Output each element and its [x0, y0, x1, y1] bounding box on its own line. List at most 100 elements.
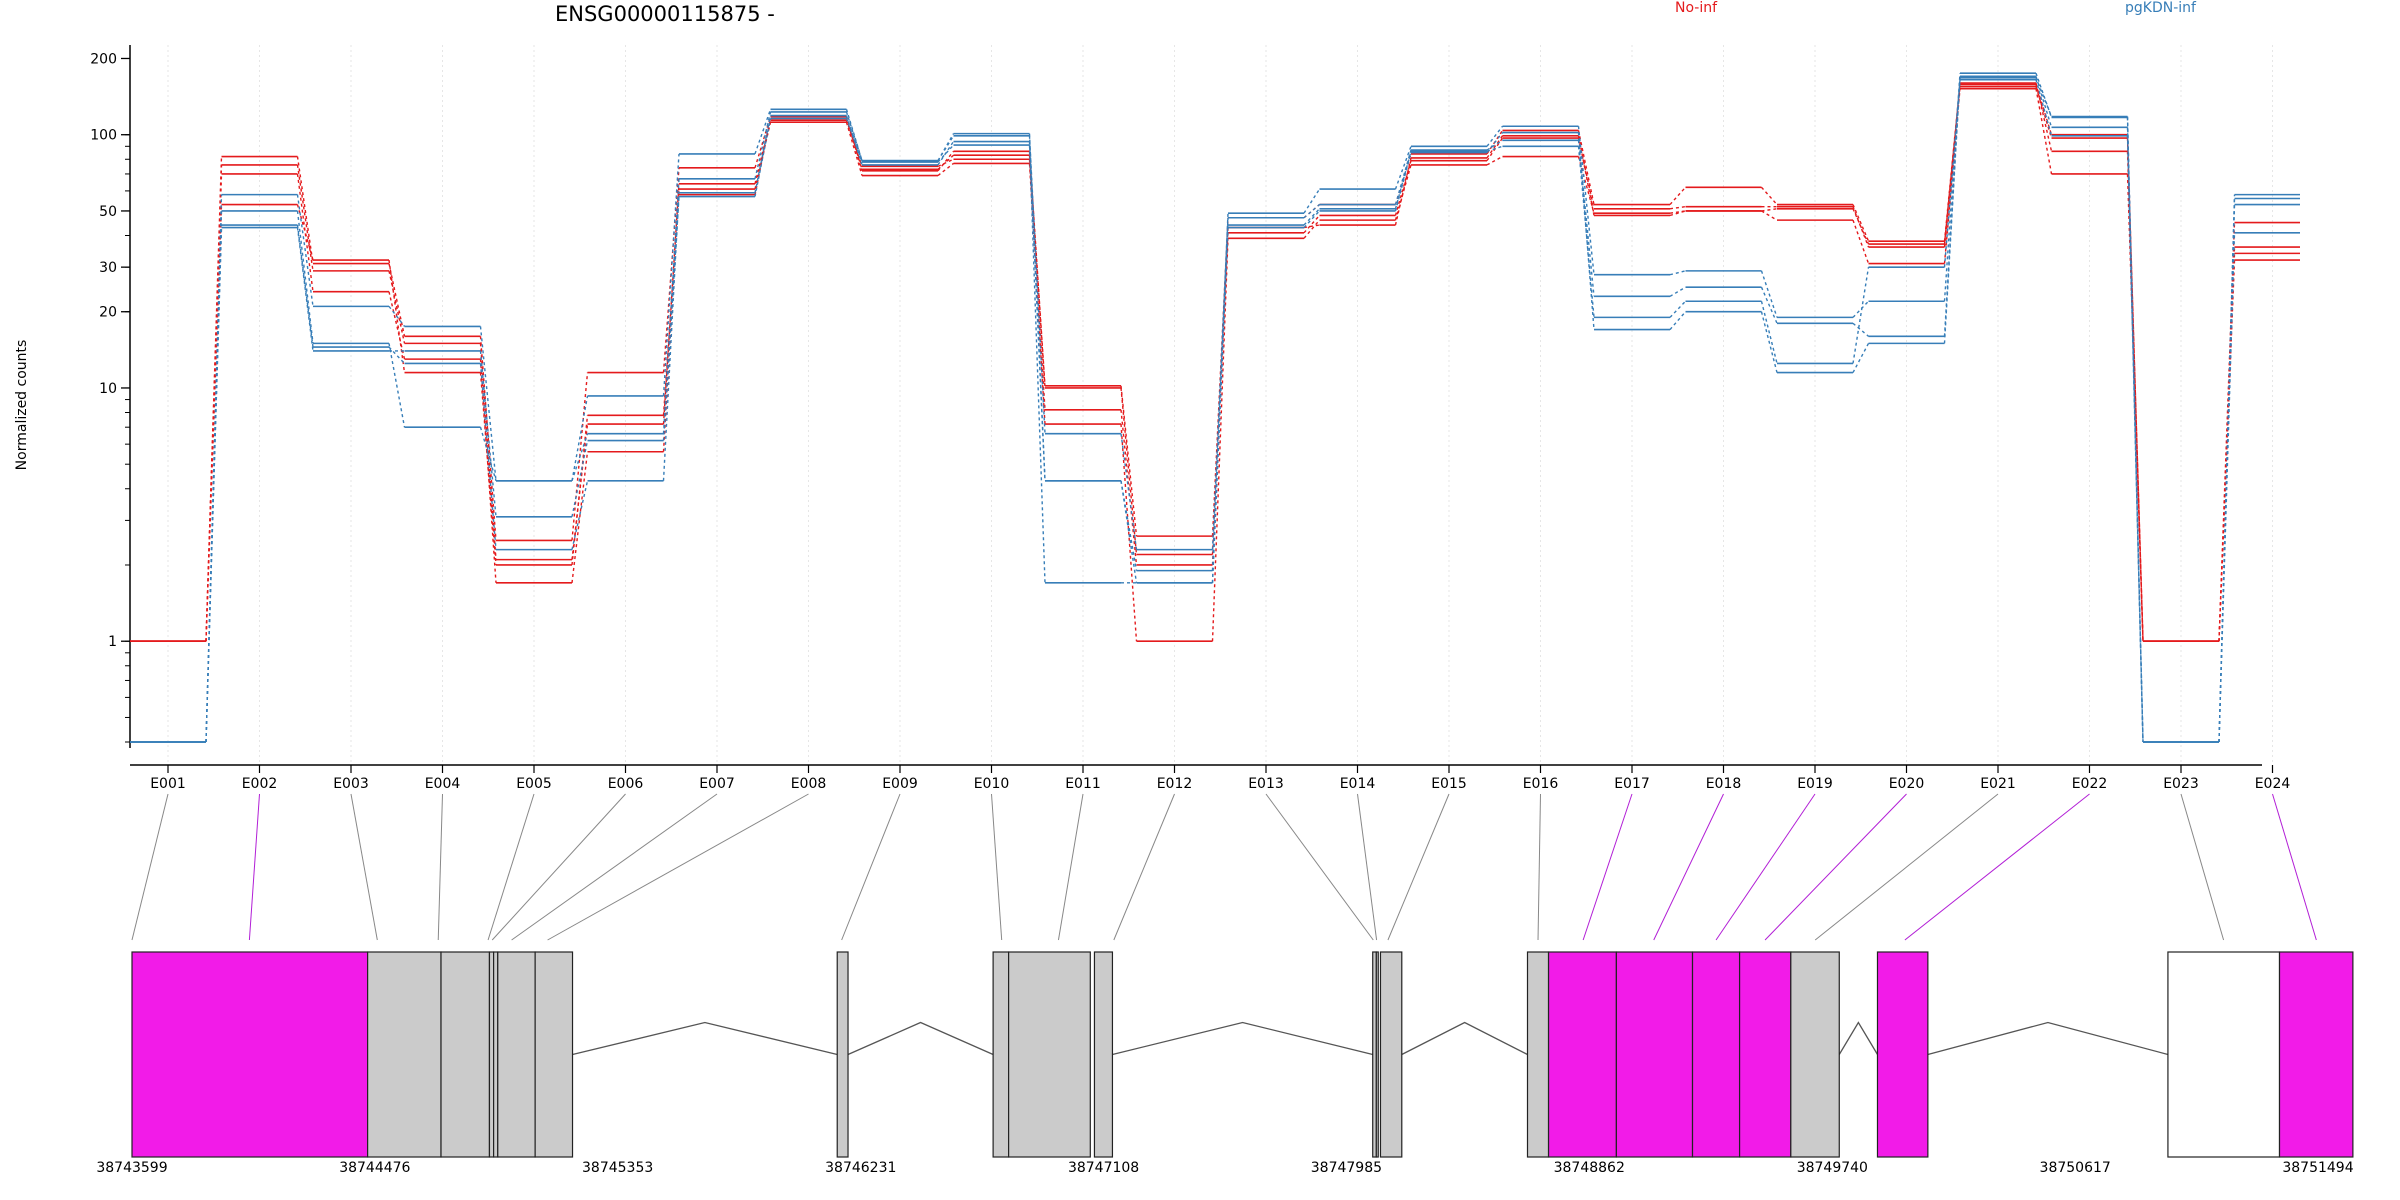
series-connector: [2035, 72, 2053, 118]
series-connector: [1760, 286, 1778, 324]
x-tick-label: E021: [1980, 776, 2016, 792]
exon-connector-line: [131, 793, 169, 941]
series-connector: [1303, 210, 1321, 229]
series-connector: [296, 156, 314, 264]
x-tick-label: E004: [425, 776, 461, 792]
y-tick-label: 10: [99, 381, 117, 397]
series-connector: [1577, 126, 1595, 275]
series-connector: [1394, 146, 1412, 190]
series-connector: [2218, 247, 2236, 642]
intron-line: [572, 1021, 838, 1056]
series-connector: [205, 204, 223, 642]
x-tick-label: E022: [2072, 776, 2108, 792]
series-connector: [1211, 217, 1229, 550]
x-tick-label: E007: [699, 776, 735, 792]
series-connector: [1852, 219, 1870, 264]
x-tick-label: E018: [1706, 776, 1742, 792]
x-tick-label: E024: [2255, 776, 2291, 792]
series-connector: [1669, 311, 1687, 331]
exon-box: [1375, 951, 1379, 1158]
series-connector: [388, 343, 406, 428]
series-connector: [479, 350, 497, 517]
genomic-coordinate-label: 38749740: [1797, 1160, 1868, 1176]
series-connector: [1760, 270, 1778, 318]
series-connector: [1394, 151, 1412, 209]
exon-box: [1691, 951, 1741, 1158]
series-connector: [479, 372, 497, 566]
series-connector: [1394, 149, 1412, 205]
series-connector: [571, 451, 589, 583]
series-connector: [1669, 205, 1686, 210]
series-connector: [937, 144, 955, 163]
series-connector: [662, 178, 680, 434]
series-connector: [662, 153, 680, 396]
series-connector: [2218, 260, 2236, 642]
series-connector: [2035, 88, 2053, 175]
series-connector: [1120, 433, 1138, 550]
exon-connector-line: [1537, 793, 1541, 941]
genomic-coordinate-label: 38747108: [1068, 1160, 1139, 1176]
series-connector: [2126, 116, 2144, 743]
series-connector: [1852, 322, 1869, 337]
genomic-coordinate-label: 38751494: [2282, 1160, 2353, 1176]
exon-box: [131, 951, 369, 1158]
exon-box: [1790, 951, 1840, 1158]
genomic-coordinate-label: 38744476: [339, 1160, 410, 1176]
series-connector: [1486, 145, 1503, 152]
series-connector: [1669, 300, 1687, 318]
exon-box: [440, 951, 491, 1158]
y-tick-label: 30: [99, 260, 117, 276]
x-tick-label: E015: [1431, 776, 1467, 792]
x-tick-label: E008: [791, 776, 827, 792]
series-connector: [1669, 210, 1686, 217]
legend-label-no-inf: No-inf: [1675, 0, 1718, 16]
series-pgkdn-inf-7: [130, 76, 2300, 743]
exon-box: [836, 951, 849, 1158]
series-connector: [1028, 135, 1046, 434]
x-tick-label: E010: [974, 776, 1010, 792]
series-connector: [1120, 480, 1138, 583]
exon-box: [1379, 951, 1403, 1158]
chart-title: ENSG00000115875 -: [555, 2, 775, 26]
intron-line: [1838, 1021, 1879, 1055]
series-connector: [845, 111, 863, 161]
x-tick-label: E006: [608, 776, 644, 792]
x-tick-label: E013: [1248, 776, 1284, 792]
series-connector: [754, 115, 772, 193]
series-connector: [1577, 132, 1595, 330]
exon-connector-line: [1814, 793, 1999, 941]
series-connector: [1120, 385, 1138, 537]
series-connector: [1760, 301, 1778, 364]
series-connector: [1943, 79, 1961, 268]
series-pgkdn-inf-6: [130, 78, 2300, 743]
intron-line: [1112, 1021, 1373, 1056]
series-connector: [1120, 387, 1138, 555]
series-connector: [2218, 194, 2236, 743]
series-connector: [1486, 155, 1503, 166]
series-connector: [571, 395, 589, 481]
series-connector: [388, 263, 406, 337]
series-connector: [296, 194, 314, 307]
exon-connector-line: [1265, 793, 1374, 941]
exon-connector-line: [1715, 793, 1816, 941]
exon-connector-line: [547, 793, 809, 941]
exon-box: [1876, 951, 1929, 1158]
exon-connector-line: [350, 793, 378, 941]
exon-box: [534, 951, 574, 1158]
x-tick-label: E016: [1523, 776, 1559, 792]
exon-connector-line: [2180, 793, 2225, 941]
x-tick-label: E020: [1889, 776, 1925, 792]
series-connector: [937, 150, 955, 172]
exon-box: [1526, 951, 1550, 1158]
genomic-coordinate-label: 38746231: [825, 1160, 896, 1176]
exon-box: [1738, 951, 1792, 1158]
series-connector: [571, 415, 589, 566]
series-connector: [1943, 73, 1961, 302]
series-connector: [1577, 146, 1595, 318]
exon-box: [992, 951, 1010, 1158]
exon-box: [367, 951, 442, 1158]
exon-connector-line: [511, 793, 718, 941]
series-connector: [845, 122, 863, 176]
series-connector: [662, 167, 680, 373]
intron-line: [1401, 1021, 1528, 1056]
